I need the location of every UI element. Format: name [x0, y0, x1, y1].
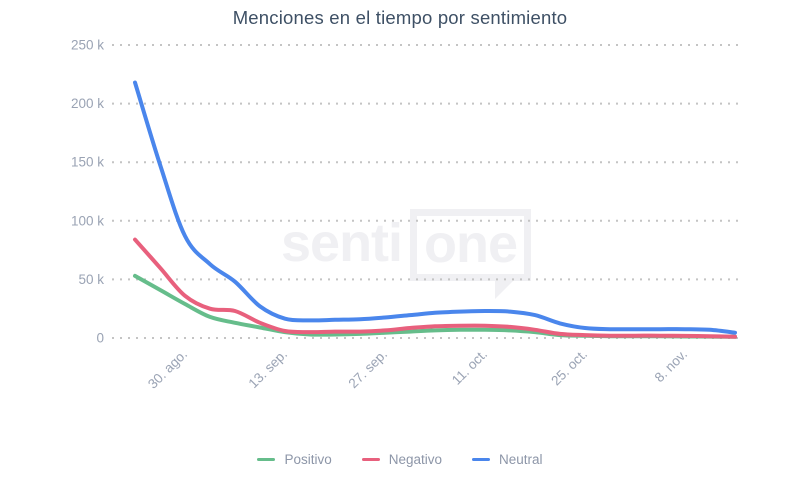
- x-axis-tick-label: 13. sep.: [246, 347, 291, 392]
- watermark-speech-bubble: one: [410, 209, 532, 299]
- legend-item-neutral[interactable]: Neutral: [472, 452, 543, 467]
- legend-swatch-icon: [257, 457, 276, 462]
- x-axis-tick-label: 11. oct.: [449, 347, 490, 388]
- x-axis-tick-label: 30. ago.: [145, 347, 190, 392]
- legend-item-negativo[interactable]: Negativo: [361, 452, 443, 467]
- y-axis-tick-label: 250 k: [71, 38, 104, 53]
- series-line-neutral[interactable]: [133, 80, 737, 335]
- x-axis-tick-label: 8. nov.: [652, 347, 691, 386]
- y-axis-tick-label: 100 k: [71, 213, 104, 228]
- legend-label: Neutral: [499, 452, 543, 467]
- legend-label: Negativo: [388, 452, 443, 467]
- watermark-bubble-tail-icon: [495, 280, 515, 299]
- x-axis-tick-label: 25. oct.: [548, 347, 590, 389]
- legend-swatch-icon: [472, 457, 491, 462]
- watermark-text-senti: senti: [281, 213, 403, 273]
- chart-title: Menciones en el tiempo por sentimiento: [232, 7, 568, 28]
- sentione-watermark: senti one: [281, 209, 532, 299]
- legend-swatch-icon: [361, 457, 380, 462]
- legend-item-positivo[interactable]: Positivo: [257, 452, 332, 467]
- legend: Positivo Negativo Neutral: [0, 452, 800, 467]
- y-axis-tick-label: 0: [96, 331, 104, 346]
- y-axis-tick-label: 150 k: [71, 155, 104, 170]
- series-line-negativo[interactable]: [133, 237, 737, 339]
- watermark-text-one: one: [424, 214, 518, 274]
- legend-label: Positivo: [284, 452, 332, 467]
- line-chart-plot: 0 50 k 100 k 150 k 200 k 250 k 30. ago. 13. sep…: [71, 38, 740, 392]
- y-axis-tick-label: 50 k: [78, 272, 104, 287]
- y-axis-tick-label: 200 k: [71, 96, 104, 111]
- x-axis-tick-label: 27. sep.: [346, 347, 391, 392]
